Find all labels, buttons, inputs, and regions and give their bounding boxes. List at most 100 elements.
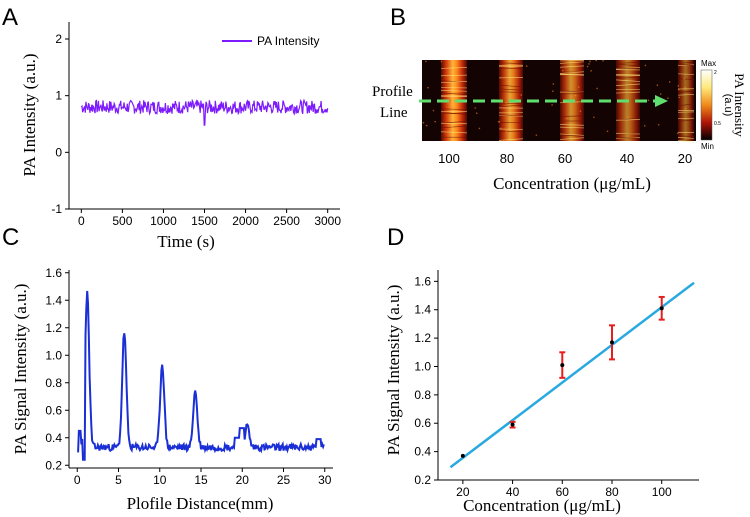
panel-b-stripe-texture <box>498 104 524 108</box>
panel-d-data-point <box>659 306 664 311</box>
panel-c-y-tick-label: 0.8 <box>45 376 62 390</box>
panel-b-x-label: Concentration (μg/mL) <box>493 174 651 193</box>
panel-b-speckle <box>478 127 481 130</box>
panel-b-speckle <box>577 86 580 88</box>
panel-b-stripe-texture <box>559 115 585 117</box>
panel-c-x-tick-label: 0 <box>74 473 81 487</box>
panel-b: B Profile Line 100 80 60 40 20 Concentration… <box>372 4 747 193</box>
panel-b-speckle <box>677 88 680 91</box>
panel-b-annotation-line2: Line <box>380 105 408 121</box>
panel-b-stripe-texture <box>498 88 524 91</box>
panel-b-speckle <box>505 130 508 133</box>
panel-b-speckle <box>562 69 564 72</box>
panel-b-stripe-texture <box>559 65 585 68</box>
panel-b-speckle <box>506 80 509 83</box>
panel-b-speckle <box>422 121 425 124</box>
panel-b-speckle <box>668 81 671 83</box>
panel-b-stripe-texture <box>498 65 524 68</box>
panel-b-speckle <box>552 90 554 92</box>
panel-c-y-tick-label: 1.2 <box>45 321 62 335</box>
panel-a-x-ticks: 0 500 1000 1500 2000 2500 3000 <box>78 209 341 228</box>
panel-c-series-line <box>77 290 325 461</box>
panel-b-stripe-texture <box>615 119 641 121</box>
panel-b-stripe-texture <box>498 91 524 93</box>
panel-b-stripe-texture <box>498 114 524 117</box>
panel-d-y-label: PA Signal Intensity (a.u.) <box>384 285 403 456</box>
panel-b-speckle <box>657 124 660 126</box>
panel-b-colorbar-min: Min <box>701 142 714 151</box>
panel-b-speckle <box>475 112 478 115</box>
panel-b-stripe <box>678 60 694 141</box>
panel-a-x-tick-label: 1500 <box>191 214 218 228</box>
panel-b-stripe-texture <box>498 138 524 141</box>
panel-d-y-tick-label: 1.0 <box>414 359 431 373</box>
panel-d-points <box>460 295 665 458</box>
panel-b-speckle <box>525 65 528 67</box>
panel-b-speckle <box>656 84 659 86</box>
panel-b-speckle <box>425 60 427 63</box>
panel-d-y-tick-label: 0.2 <box>414 473 431 487</box>
panel-b-stripe-texture <box>498 84 524 88</box>
panel-c-y-tick-label: 0.4 <box>45 431 62 445</box>
panel-b-stripe-texture <box>677 119 695 122</box>
panel-c-y-tick-label: 1.0 <box>45 348 62 362</box>
panel-d-x-tick-label: 60 <box>556 485 570 499</box>
panel-d: D 20 40 60 80 100 0.2 0.4 0.6 0.8 1.0 1.2 1.4 1.6 C… <box>384 224 699 515</box>
panel-b-stripe-texture <box>615 132 641 135</box>
panel-c: C 0 5 10 15 20 25 30 0.20.40.60.81.01.21.41.6 … <box>2 224 333 513</box>
panel-b-speckle <box>667 97 669 99</box>
panel-b-stripe-texture <box>498 102 524 105</box>
panel-b-speckle <box>627 135 630 137</box>
panel-b-stripe-texture <box>559 126 585 129</box>
panel-b-stripe-texture <box>615 67 641 70</box>
panel-c-x-label: Plofile Distance(mm) <box>127 494 274 513</box>
panel-a-x-label: Time (s) <box>157 232 214 251</box>
panel-a-x-tick-label: 0 <box>78 214 85 228</box>
panel-a-y-tick-label: 0 <box>55 145 62 159</box>
panel-b-stripe-texture <box>559 93 585 95</box>
panel-c-y-tick-label: 0.2 <box>45 458 62 472</box>
panel-d-y-tick-label: 0.6 <box>414 416 431 430</box>
panel-b-tick-label: 60 <box>558 151 572 166</box>
panel-b-speckle <box>535 134 538 136</box>
panel-d-label: D <box>387 224 404 251</box>
panel-b-stripe-texture <box>677 61 695 64</box>
panel-b-speckle <box>456 119 459 122</box>
panel-b-stripe-texture <box>615 79 641 82</box>
panel-b-stripe-texture <box>559 71 585 74</box>
panel-b-speckle <box>593 116 595 119</box>
panel-c-y-tick-label: 1.4 <box>45 293 62 307</box>
panel-d-fit-line <box>449 281 695 469</box>
panel-b-colorbar-title: PA Intensity <box>732 73 747 137</box>
panel-b-stripe-texture <box>440 125 468 129</box>
panel-b-speckle <box>678 96 681 99</box>
panel-c-x-tick-label: 15 <box>194 473 208 487</box>
panel-b-stripe-texture <box>559 137 585 140</box>
panel-d-y-tick-label: 1.6 <box>414 274 431 288</box>
panel-b-stripe-texture <box>615 77 641 79</box>
panel-a: A 0 500 1000 1500 2000 2500 3000 -1 0 1 2 PA Inte… <box>2 4 341 251</box>
panel-b-speckle <box>474 107 476 109</box>
panel-b-speckle <box>644 125 646 127</box>
panel-b-speckle <box>579 110 582 112</box>
panel-c-y-label: PA Signal Intensity (a.u.) <box>11 284 30 455</box>
panel-c-y-ticks: 0.2 0.4 0.6 0.8 1.0 1.2 1.4 1.6 <box>45 266 69 472</box>
panel-b-stripe-texture <box>440 81 468 83</box>
panel-c-x-tick-label: 20 <box>236 473 250 487</box>
panel-b-stripe-texture <box>559 134 585 137</box>
panel-d-data-point <box>610 340 614 345</box>
panel-c-y-tick-label: 1.6 <box>45 266 62 280</box>
panel-c-y-tick-label: 0.6 <box>45 403 62 417</box>
panel-b-speckle <box>451 105 454 108</box>
panel-a-y-label: PA Intensity (a.u.) <box>20 53 39 176</box>
panel-b-stripe-texture <box>677 103 695 107</box>
panel-a-x-tick-label: 2500 <box>273 214 300 228</box>
panel-b-annotation-line1: Profile <box>372 84 413 100</box>
panel-d-x-tick-label: 20 <box>456 485 470 499</box>
panel-a-x-tick-label: 3000 <box>314 214 341 228</box>
panel-d-y-ticks: 0.2 0.4 0.6 0.8 1.0 1.2 1.4 1.6 <box>414 274 438 487</box>
panel-b-speckle <box>595 59 598 62</box>
panel-b-stripe-texture <box>440 108 468 110</box>
panel-b-stripe-texture <box>440 112 468 115</box>
panel-b-speckle <box>456 68 459 70</box>
